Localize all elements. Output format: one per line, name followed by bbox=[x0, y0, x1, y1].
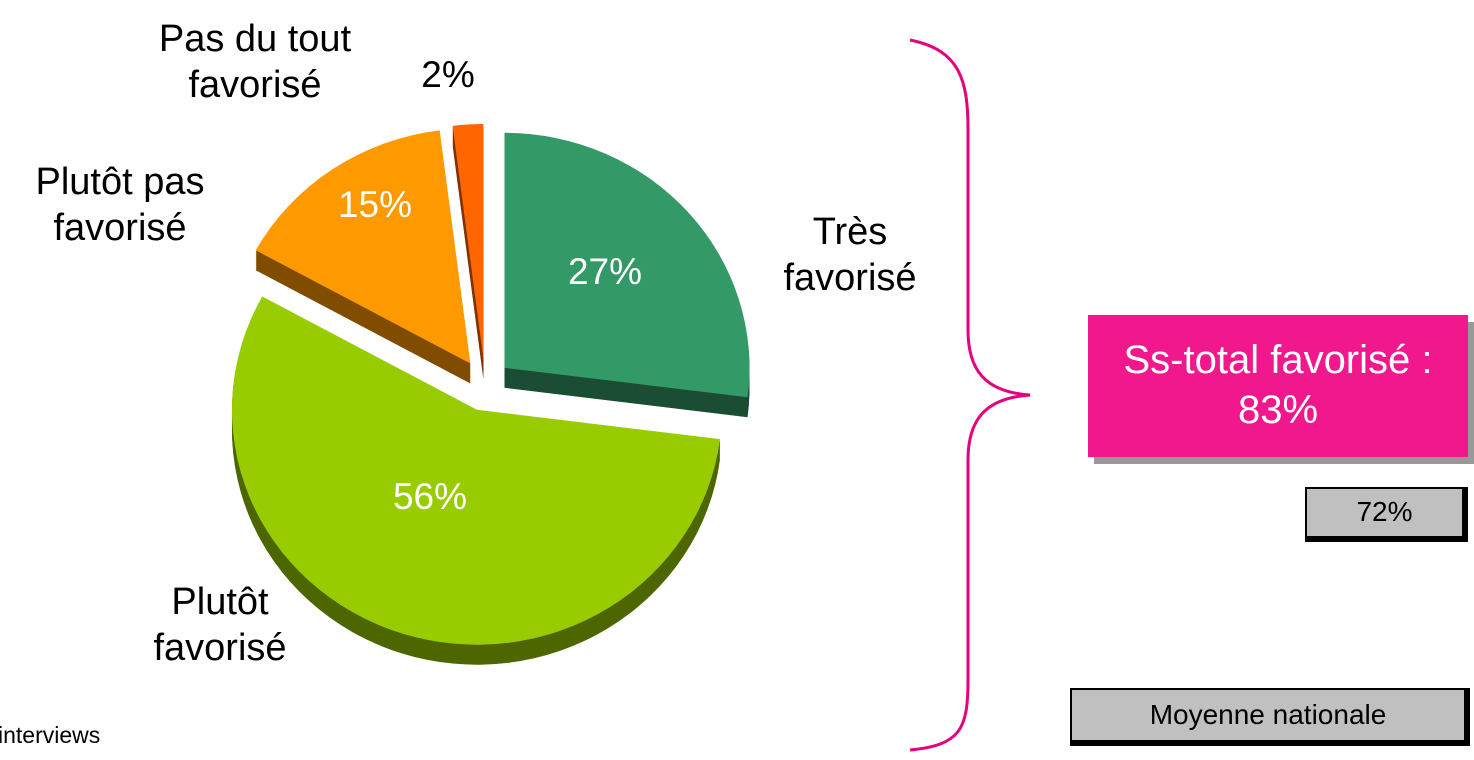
value-label: 27% bbox=[567, 251, 643, 292]
national-label-box: Moyenne nationale bbox=[1070, 688, 1470, 746]
category-label: Plutôt pas favorisé bbox=[35, 161, 205, 249]
brace bbox=[909, 38, 1031, 752]
note: interviews bbox=[0, 722, 101, 748]
slice bbox=[452, 124, 484, 360]
subtotal-box: Ss-total favorisé : 83% bbox=[1088, 315, 1468, 457]
slice bbox=[231, 296, 721, 645]
category-label: Pas du tout favorisé bbox=[158, 18, 352, 106]
slice bbox=[255, 130, 471, 364]
value-label: 15% bbox=[337, 184, 413, 225]
value-label: 56% bbox=[392, 476, 468, 517]
slice bbox=[504, 132, 750, 398]
category-label: Plutôt favorisé bbox=[153, 581, 287, 669]
category-label: Très favorisé bbox=[783, 211, 917, 299]
value-label: 2% bbox=[421, 54, 475, 95]
national-value-box: 72% bbox=[1305, 487, 1468, 542]
